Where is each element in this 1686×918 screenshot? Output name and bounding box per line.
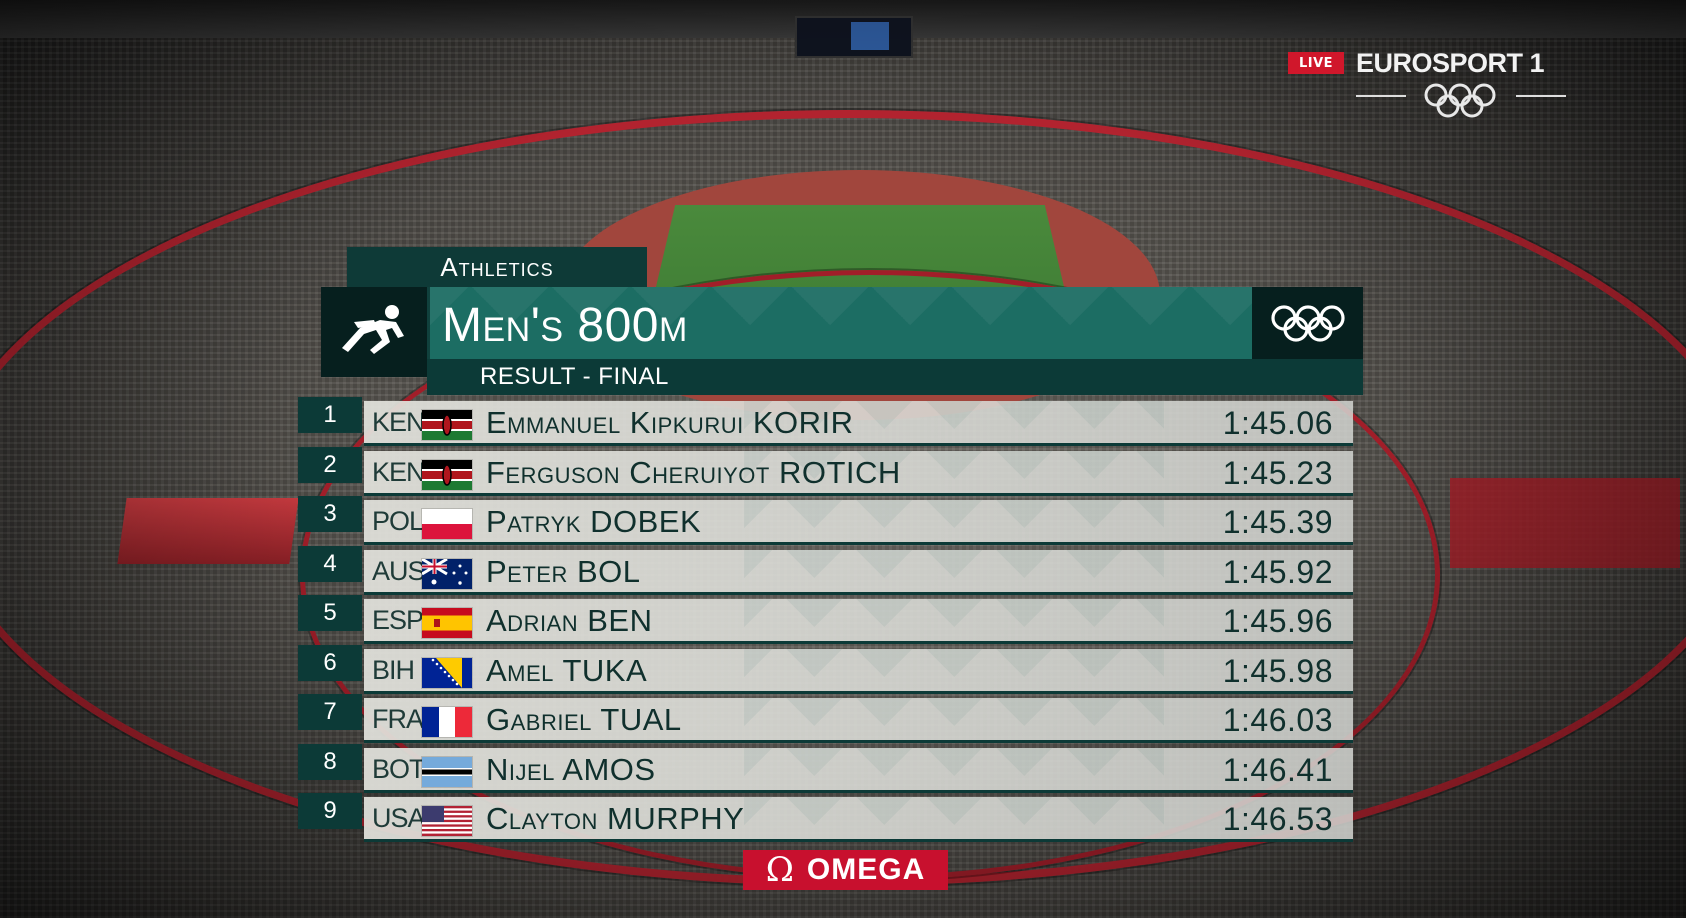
result-bar [364, 747, 1353, 793]
athlete-name: Emmanuel Kipkurui KORIR [486, 405, 854, 440]
athlete-name: Patryk DOBEK [486, 504, 702, 539]
country-code: POL [372, 506, 424, 536]
result-time: 1:46.53 [1222, 801, 1333, 837]
result-row: 2 KEN Ferguson Cheruiyot ROTICH 1:45.23 [298, 446, 1353, 497]
country-code: KEN [372, 456, 426, 487]
kenya-flag-icon [422, 410, 472, 440]
sport-icon-box [321, 287, 427, 377]
country-code: KEN [372, 407, 426, 437]
spain-flag-icon [422, 608, 472, 638]
country-code: ESP [372, 605, 424, 635]
result-time: 1:45.96 [1222, 603, 1333, 639]
title-pattern [430, 287, 1252, 359]
result-bar [364, 698, 1353, 743]
result-bar [364, 599, 1353, 644]
result-time: 1:46.41 [1222, 751, 1333, 788]
result-bar [364, 549, 1353, 595]
poland-flag-icon [422, 509, 472, 539]
athlete-name: Nijel AMOS [486, 751, 656, 787]
result-time: 1:45.06 [1222, 405, 1333, 441]
kenya-flag-icon [422, 459, 472, 490]
result-time: 1:45.98 [1222, 652, 1333, 689]
rank-number: 5 [298, 595, 362, 631]
result-row: 3 POL Patryk DOBEK 1:45.39 [298, 496, 1353, 546]
athlete-name: Clayton MURPHY [486, 801, 745, 836]
athlete-name: Ferguson Cheruiyot ROTICH [486, 454, 901, 490]
athlete-name: Gabriel TUAL [486, 702, 682, 737]
result-bar [364, 500, 1353, 545]
broadcaster-logo: LIVE EUROSPORT 1 [1288, 48, 1588, 128]
event-title: Men's 800m [442, 299, 688, 352]
rank-number: 2 [298, 446, 362, 483]
sponsor-name: OMEGA [806, 853, 926, 886]
result-bar [364, 450, 1353, 496]
france-flag-icon [422, 707, 472, 737]
omega-icon: Ω [765, 850, 795, 890]
result-bar [364, 401, 1353, 446]
result-bar [364, 797, 1353, 842]
olympic-rings-icon [1270, 305, 1345, 342]
country-code: FRA [372, 704, 424, 734]
results-table: 1 KEN Emmanuel Kipkurui KORIR 1:45.06 2 … [298, 397, 1353, 843]
country-code: USA [372, 803, 426, 833]
result-row: 9 USA Clayton MURPHY 1:46.53 [298, 793, 1353, 843]
result-bar [364, 648, 1353, 694]
subtitle-bar [427, 359, 1363, 395]
athlete-name: Peter BOL [486, 553, 641, 589]
athlete-name: Amel TUKA [486, 652, 648, 688]
result-time: 1:45.23 [1222, 454, 1333, 491]
australia-flag-icon [422, 558, 472, 589]
olympic-rings-box [1252, 287, 1363, 359]
channel-name: EUROSPORT 1 [1356, 48, 1545, 78]
result-row: 1 KEN Emmanuel Kipkurui KORIR 1:45.06 [298, 397, 1353, 447]
rank-number: 6 [298, 644, 362, 681]
result-time: 1:46.03 [1222, 702, 1333, 738]
rank-number: 7 [298, 694, 362, 730]
rank-number: 3 [298, 496, 362, 532]
athlete-name: Adrian BEN [486, 603, 653, 638]
rank-number: 1 [298, 397, 362, 433]
result-time: 1:45.39 [1222, 504, 1333, 540]
event-subtitle: RESULT - FINAL [480, 363, 669, 390]
live-badge: LIVE [1288, 52, 1344, 74]
country-code: AUS [372, 555, 426, 586]
athletics-pictogram-icon [342, 305, 404, 354]
bosnia-flag-icon [422, 657, 472, 688]
rank-number: 8 [298, 743, 362, 780]
sponsor-logo: Ω OMEGA [743, 850, 948, 890]
result-time: 1:45.92 [1222, 553, 1333, 590]
olympic-rings-icon [1356, 83, 1566, 118]
botswana-flag-icon [422, 756, 472, 787]
rank-number: 9 [298, 793, 362, 829]
rank-number: 4 [298, 545, 362, 582]
result-row: 4 AUS Peter BOL 1:45.92 [298, 545, 1353, 596]
result-row: 7 FRA Gabriel TUAL 1:46.03 [298, 694, 1353, 744]
sport-label: Athletics [347, 247, 647, 287]
country-code: BOT [372, 753, 426, 784]
country-code: BIH [372, 654, 415, 685]
result-row: 6 BIH Amel TUKA 1:45.98 [298, 644, 1353, 695]
result-row: 8 BOT Nijel AMOS 1:46.41 [298, 743, 1353, 794]
usa-flag-icon [422, 806, 472, 836]
result-row: 5 ESP Adrian BEN 1:45.96 [298, 595, 1353, 645]
